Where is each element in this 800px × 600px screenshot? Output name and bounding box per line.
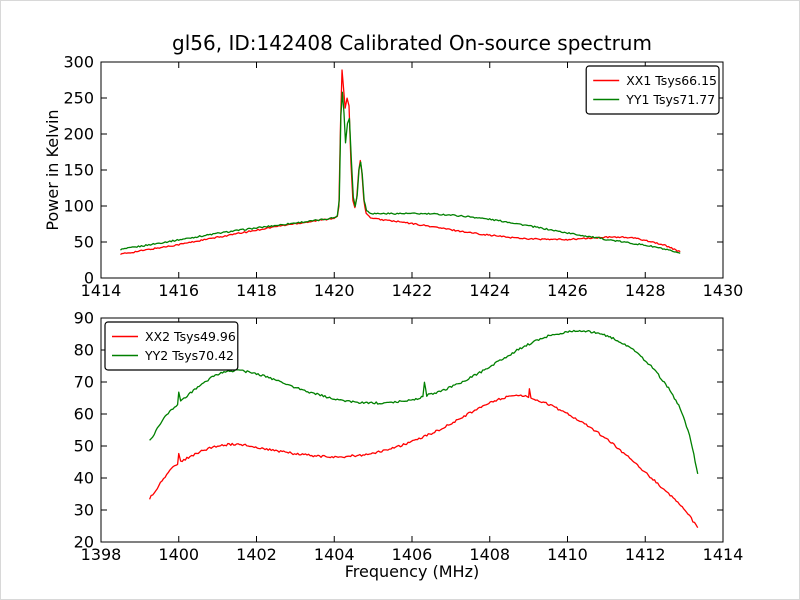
legend-label-XX2: XX2 Tsys49.96 bbox=[145, 329, 236, 344]
y-tick-label: 50 bbox=[74, 233, 94, 252]
x-tick-label: 1414 bbox=[81, 281, 122, 300]
y-tick-label: 40 bbox=[74, 469, 94, 488]
bottom-spectrum-subplot: 1398 1400 1402 1404 1406 1408 1410 1412 1414 20 30… bbox=[74, 309, 744, 565]
x-tick-label: 1400 bbox=[158, 545, 199, 564]
legend: XX1 Tsys66.15 YY1 Tsys71.77 bbox=[585, 65, 720, 115]
legend-label-YY2: YY2 Tsys70.42 bbox=[144, 348, 234, 363]
x-tick-label: 1408 bbox=[469, 545, 510, 564]
figure-title: gl56, ID:142408 Calibrated On-source spe… bbox=[172, 31, 652, 55]
y-tick-label: 300 bbox=[63, 53, 94, 72]
x-tick-label: 1424 bbox=[469, 281, 510, 300]
y-axis-ticks: 0 50 100 150 200 250 300 bbox=[63, 53, 723, 288]
x-tick-label: 1410 bbox=[547, 545, 588, 564]
x-tick-label: 1428 bbox=[625, 281, 666, 300]
top-spectrum-subplot: 1414 1416 1418 1420 1422 1424 1426 1428 14300501… bbox=[63, 53, 743, 301]
series-line-XX1 bbox=[120, 69, 681, 256]
y-tick-label: 30 bbox=[74, 501, 94, 520]
bottom-plot-xlabel: Frequency (MHz) bbox=[344, 562, 480, 581]
y-axis-ticks: 20 30 40 50 60 70 80 90 bbox=[74, 309, 723, 552]
x-tick-label: 1398 bbox=[81, 545, 122, 564]
x-tick-label: 1426 bbox=[547, 281, 588, 300]
y-tick-label: 0 bbox=[84, 269, 94, 288]
x-tick-label: 1406 bbox=[392, 545, 433, 564]
x-tick-label: 1430 bbox=[703, 281, 744, 300]
y-tick-label: 90 bbox=[74, 309, 94, 328]
x-tick-label: 1418 bbox=[236, 281, 277, 300]
series-line-YY2 bbox=[149, 329, 699, 474]
legend-box bbox=[585, 65, 720, 115]
x-tick-label: 1402 bbox=[236, 545, 277, 564]
legend: XX2 Tsys49.96 YY2 Tsys70.42 bbox=[104, 321, 239, 371]
legend-box bbox=[104, 321, 239, 371]
legend-label-XX1: XX1 Tsys66.15 bbox=[626, 73, 717, 88]
y-tick-label: 250 bbox=[63, 89, 94, 108]
x-axis-ticks: 1414 1416 1418 1420 1422 1424 1426 1428 1430 bbox=[81, 62, 744, 300]
series-line-XX2 bbox=[148, 388, 699, 529]
x-tick-label: 1422 bbox=[392, 281, 433, 300]
x-tick-label: 1420 bbox=[314, 281, 355, 300]
x-tick-label: 1416 bbox=[158, 281, 199, 300]
y-tick-label: 100 bbox=[63, 197, 94, 216]
y-tick-label: 70 bbox=[74, 373, 94, 392]
y-tick-label: 200 bbox=[63, 125, 94, 144]
y-tick-label: 50 bbox=[74, 437, 94, 456]
legend-label-YY1: YY1 Tsys71.77 bbox=[625, 92, 715, 107]
x-axis-ticks: 1398 1400 1402 1404 1406 1408 1410 1412 1414 bbox=[81, 318, 744, 564]
series-line-YY1 bbox=[120, 91, 681, 254]
y-tick-label: 20 bbox=[74, 533, 94, 552]
y-tick-label: 80 bbox=[74, 341, 94, 360]
x-tick-label: 1404 bbox=[314, 545, 355, 564]
x-tick-label: 1414 bbox=[703, 545, 744, 564]
y-tick-label: 150 bbox=[63, 161, 94, 180]
x-tick-label: 1412 bbox=[625, 545, 666, 564]
y-tick-label: 60 bbox=[74, 405, 94, 424]
